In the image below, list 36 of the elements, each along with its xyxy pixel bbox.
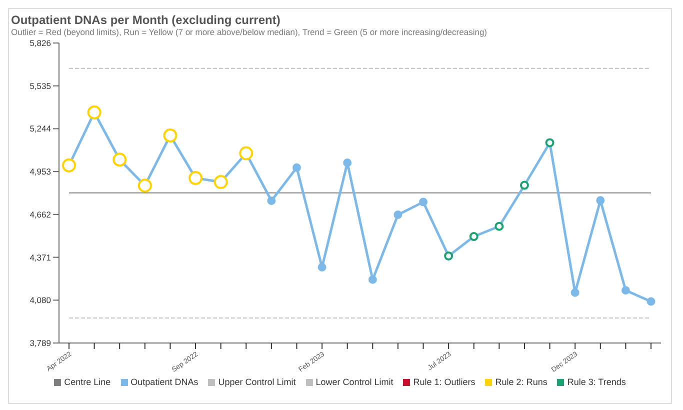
- legend-label: Rule 1: Outliers: [413, 377, 476, 387]
- point: [394, 210, 402, 219]
- point: [343, 158, 352, 167]
- y-tick-label: 5,244: [30, 124, 52, 134]
- legend-label: Rule 2: Runs: [495, 377, 548, 387]
- point: [239, 146, 254, 160]
- point: [163, 128, 178, 142]
- point: [646, 297, 656, 306]
- y-tick-label: 4,371: [30, 252, 52, 262]
- legend-label: Centre Line: [64, 377, 111, 387]
- point: [570, 288, 580, 297]
- point: [419, 198, 428, 206]
- legend-label: Upper Control Limit: [218, 377, 296, 387]
- point: [138, 178, 152, 193]
- legend-label: Lower Control Limit: [316, 377, 394, 387]
- y-tick-label: 5,826: [30, 38, 52, 48]
- legend-label: Rule 3: Trends: [567, 377, 626, 387]
- y-tick-label: 3,789: [30, 338, 52, 348]
- y-tick-label: 4,662: [30, 209, 52, 220]
- point: [368, 275, 377, 284]
- point: [596, 196, 605, 205]
- point: [621, 286, 630, 295]
- point: [188, 171, 203, 186]
- point: [87, 105, 102, 120]
- point: [112, 152, 127, 167]
- y-tick-label: 4,080: [30, 295, 52, 306]
- chart-subtitle: Outlier = Red (beyond limits), Run = Yellow (7 or more above/below median), Trend = Green (5 or more increasing/decreasing): [10, 27, 488, 37]
- point: [318, 263, 326, 272]
- point: [62, 158, 76, 172]
- point: [214, 175, 228, 190]
- y-tick-label: 4,953: [30, 166, 52, 177]
- y-tick-label: 5,535: [30, 80, 52, 91]
- point: [292, 163, 301, 172]
- point: [267, 196, 276, 205]
- legend-label: Outpatient DNAs: [130, 377, 198, 387]
- chart-title: Outpatient DNAs per Month (excluding current): [10, 12, 282, 27]
